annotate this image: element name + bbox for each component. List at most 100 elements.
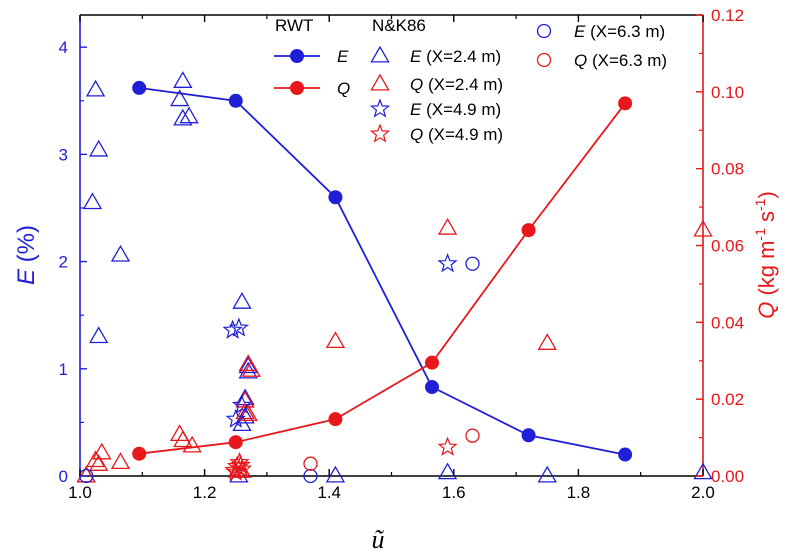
legend-symbol: E bbox=[337, 47, 349, 66]
series-2 bbox=[76, 71, 713, 483]
data-point bbox=[228, 317, 250, 337]
data-point bbox=[232, 292, 252, 309]
data-point bbox=[537, 333, 557, 350]
x-tick-label: 1.8 bbox=[567, 483, 591, 502]
y-right-tick-label: 0.08 bbox=[711, 160, 744, 179]
data-point bbox=[179, 106, 199, 124]
legend-symbol: Q bbox=[410, 125, 423, 144]
legend-marker bbox=[370, 45, 390, 63]
legend-title-nk86: N&K86 bbox=[372, 16, 426, 35]
data-point bbox=[182, 435, 202, 453]
data-point bbox=[89, 139, 109, 157]
x-tick-label: 1.6 bbox=[442, 483, 466, 502]
y-right-tick-label: 0.06 bbox=[711, 237, 744, 256]
legend-title-rwt: RWT bbox=[275, 16, 313, 35]
y-right-tick-label: 0.02 bbox=[711, 390, 744, 409]
y-right-tick-label: 0.12 bbox=[711, 6, 744, 25]
series-4 bbox=[222, 252, 458, 428]
series-3 bbox=[76, 217, 713, 483]
data-point bbox=[437, 217, 458, 235]
data-point bbox=[238, 404, 258, 422]
legend-suffix: (X=4.9 m) bbox=[421, 100, 501, 119]
legend-suffix: (X=6.3 m) bbox=[585, 22, 665, 41]
series-line bbox=[139, 102, 626, 455]
data-point bbox=[437, 436, 458, 456]
plot-frame-layer bbox=[79, 14, 704, 477]
data-point bbox=[235, 402, 255, 420]
y-right-tick-label: 0.00 bbox=[711, 467, 744, 486]
data-point bbox=[232, 414, 252, 432]
series-line bbox=[139, 87, 626, 456]
data-point bbox=[693, 462, 713, 480]
legend-label: E (X=2.4 m) bbox=[410, 47, 501, 66]
data-point bbox=[521, 428, 536, 443]
legend-marker bbox=[536, 23, 552, 39]
data-point bbox=[238, 356, 258, 374]
data-point bbox=[437, 252, 458, 273]
data-point bbox=[228, 435, 243, 450]
x-tick-label: 1.2 bbox=[193, 483, 217, 502]
series-7 bbox=[303, 428, 480, 471]
data-point bbox=[230, 454, 251, 474]
data-point bbox=[228, 93, 243, 108]
data-point bbox=[225, 408, 246, 428]
series-1 bbox=[132, 96, 633, 461]
y-left-tick-label: 0 bbox=[59, 467, 68, 486]
data-point bbox=[170, 89, 190, 107]
data-point bbox=[132, 446, 147, 461]
legend-label: E bbox=[337, 47, 349, 66]
legend-marker bbox=[290, 81, 304, 95]
data-point bbox=[618, 96, 633, 111]
data-point bbox=[85, 79, 106, 97]
data-point bbox=[693, 219, 713, 237]
y-axis-right-label: Q (kg m-1 s-1) bbox=[752, 191, 779, 319]
y-left-label-symbol: E bbox=[13, 268, 40, 285]
legend: RWT N&K86 EQE (X=2.4 m)Q (X=2.4 m)E (X=4… bbox=[274, 16, 667, 144]
data-point bbox=[328, 190, 343, 205]
legend-symbol: Q bbox=[337, 79, 350, 98]
data-point bbox=[110, 452, 131, 470]
y-right-label-mid: s bbox=[754, 211, 779, 228]
data-point bbox=[173, 71, 193, 88]
legend-label: E (X=4.9 m) bbox=[410, 100, 501, 119]
data-point bbox=[231, 458, 253, 478]
legend-label: E (X=6.3 m) bbox=[574, 22, 665, 41]
data-point bbox=[437, 462, 458, 480]
legend-label: Q (X=4.9 m) bbox=[410, 125, 503, 144]
data-point bbox=[537, 465, 557, 483]
legend-suffix: (X=2.4 m) bbox=[421, 47, 501, 66]
legend-marker bbox=[536, 52, 552, 68]
y-left-tick-label: 1 bbox=[59, 360, 68, 379]
legend-symbol: Q bbox=[574, 51, 587, 70]
legend-entries: EQE (X=2.4 m)Q (X=2.4 m)E (X=4.9 m)Q (X=… bbox=[274, 22, 667, 144]
y-left-label-unit: (%) bbox=[13, 225, 40, 269]
legend-symbol: E bbox=[410, 100, 422, 119]
data-point bbox=[521, 223, 536, 238]
series-layer bbox=[76, 71, 713, 484]
data-point bbox=[328, 412, 343, 427]
y-left-tick-label: 2 bbox=[59, 253, 68, 272]
data-point bbox=[222, 319, 243, 339]
y-right-tick-label: 0.10 bbox=[711, 83, 744, 102]
x-tick-label: 2.0 bbox=[691, 483, 715, 502]
data-point bbox=[92, 442, 112, 460]
data-point bbox=[465, 428, 480, 443]
data-point bbox=[241, 360, 261, 377]
legend-suffix: (X=4.9 m) bbox=[423, 125, 503, 144]
data-point bbox=[424, 355, 439, 370]
legend-suffix: (X=2.4 m) bbox=[423, 75, 503, 94]
x-tick-label: 1.0 bbox=[68, 483, 92, 502]
data-point bbox=[424, 380, 439, 395]
x-tick-label: 1.4 bbox=[317, 483, 341, 502]
data-point bbox=[82, 192, 103, 210]
y-right-label-end: ) bbox=[754, 191, 779, 198]
series-0 bbox=[132, 80, 633, 462]
legend-symbol: Q bbox=[410, 75, 423, 94]
legend-marker bbox=[369, 123, 391, 143]
y-right-tick-label: 0.04 bbox=[711, 313, 744, 332]
data-point bbox=[325, 465, 346, 483]
y-right-label-symbol: Q bbox=[754, 302, 779, 319]
data-point bbox=[231, 394, 253, 414]
series-5 bbox=[224, 436, 458, 481]
